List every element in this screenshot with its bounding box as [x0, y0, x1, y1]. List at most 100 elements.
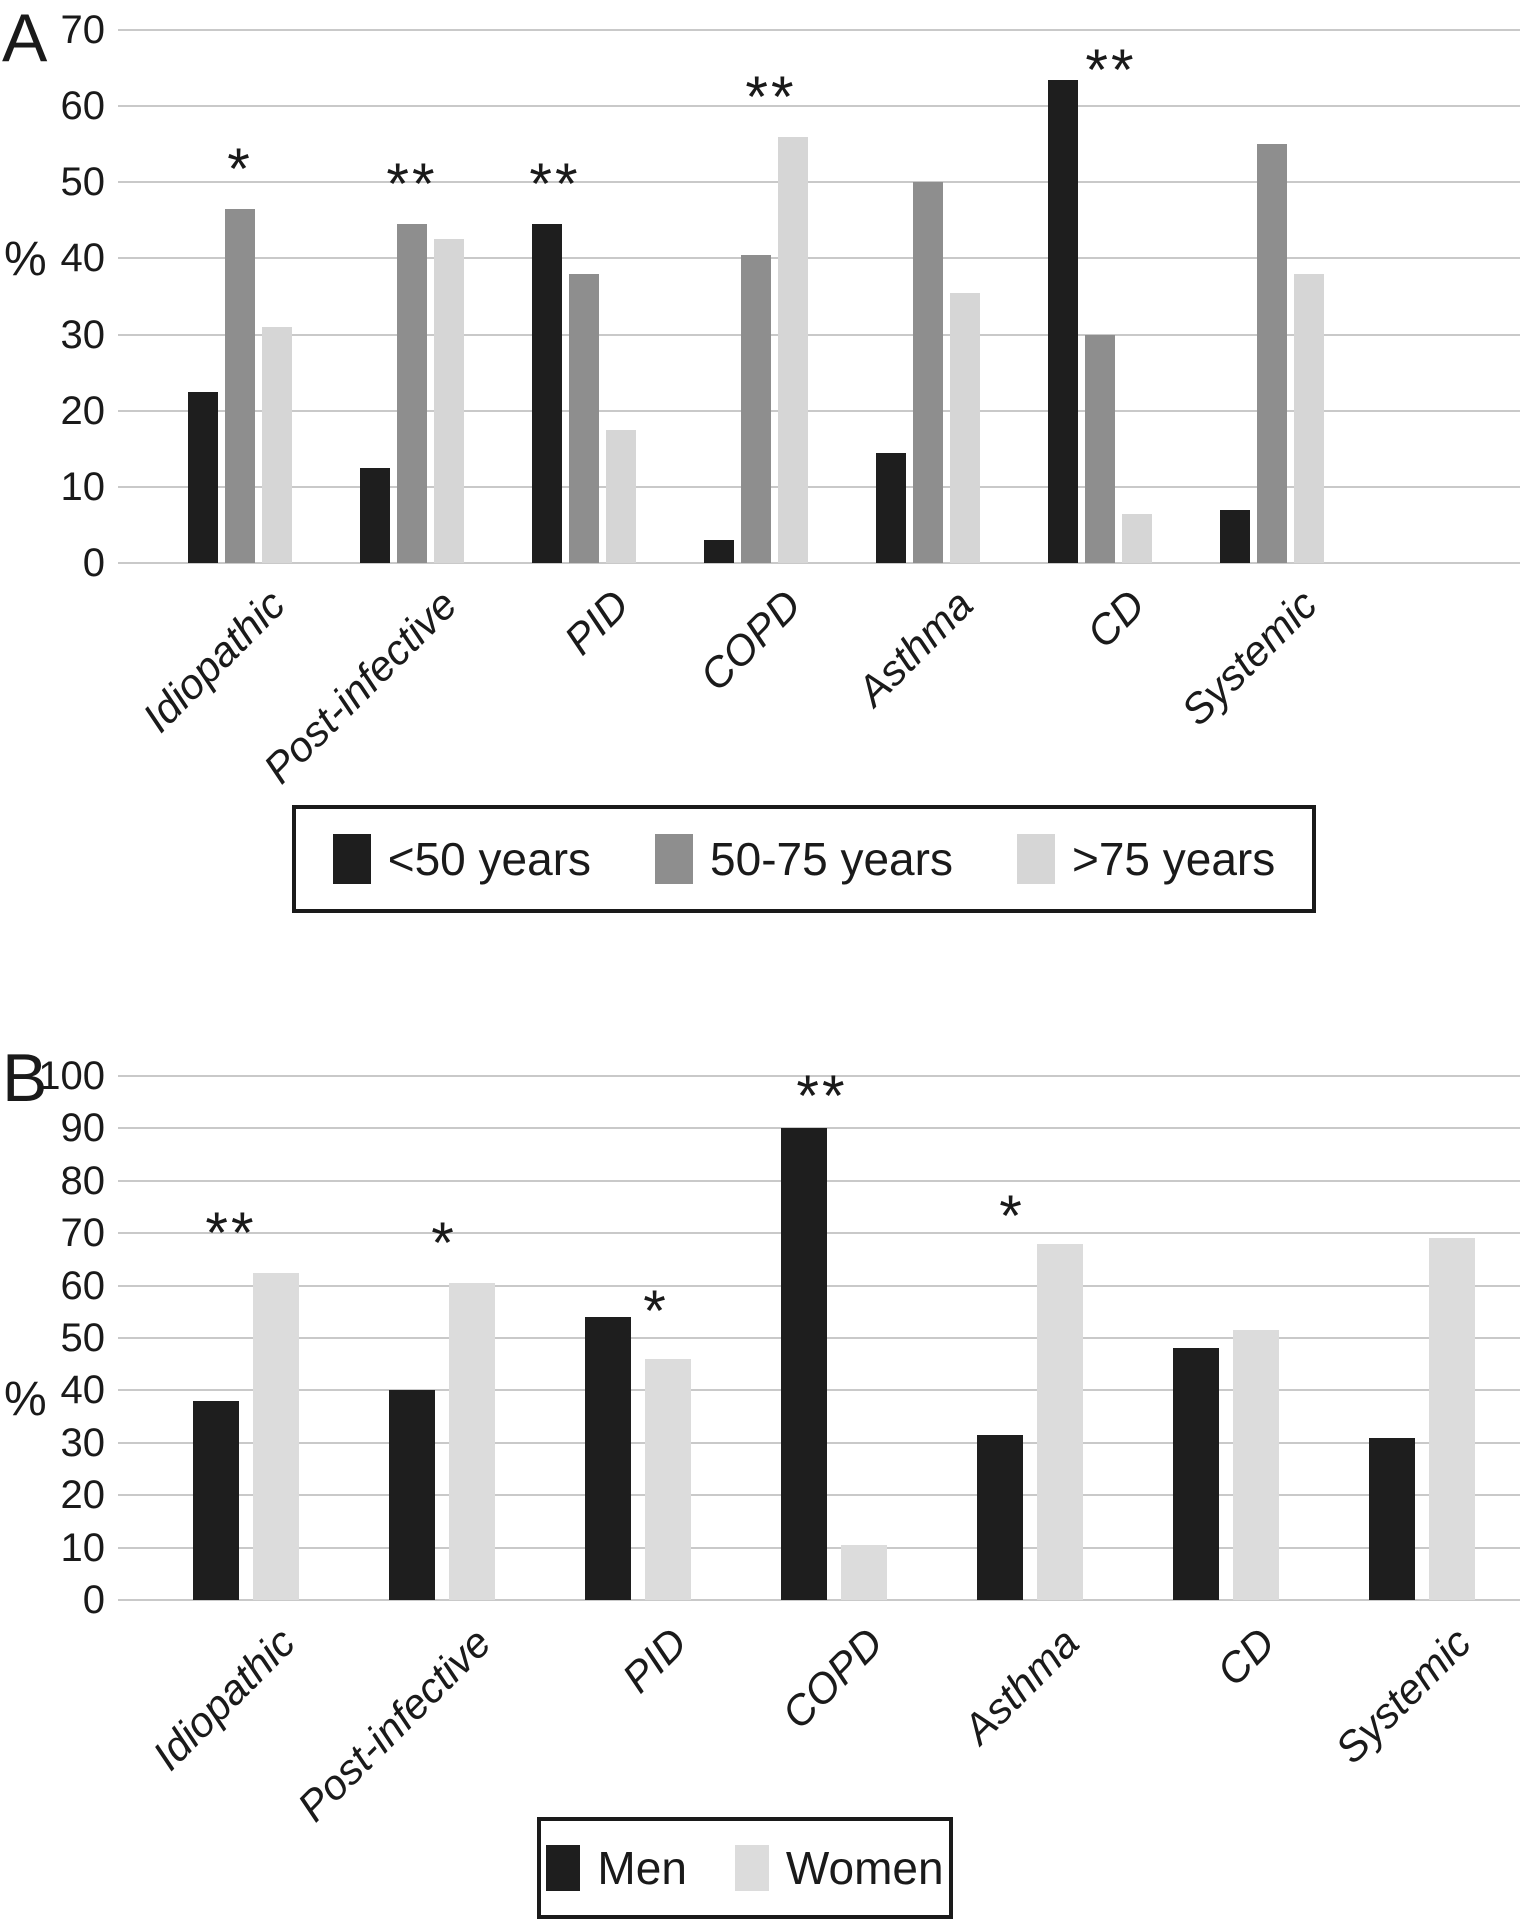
legend-swatch-50-75-years — [655, 834, 694, 884]
significance-marker-pid: * — [643, 1278, 669, 1344]
legend-swatch--75-years — [1016, 834, 1055, 884]
legend-item-men: Men — [546, 1842, 687, 1894]
bar-systemic--50-years — [1220, 509, 1250, 563]
y-tick-label: 70 — [60, 8, 106, 53]
gridline — [118, 181, 1520, 184]
panel-a-y-axis-title: % — [4, 233, 47, 286]
legend-label: >75 years — [1071, 833, 1276, 885]
x-category-label-asthma: Asthma — [847, 580, 982, 715]
x-category-label-cd: CD — [1077, 580, 1154, 657]
gridline — [118, 562, 1520, 564]
bar-systemic-50-75-years — [1257, 144, 1287, 563]
bar-post-infective-50-75-years — [397, 224, 427, 563]
bar-pid--50-years — [532, 224, 562, 563]
significance-marker-cd: ** — [1085, 37, 1137, 103]
x-category-label-pid: PID — [613, 1618, 696, 1702]
bar-post-infective-men — [389, 1390, 435, 1600]
y-tick-label: 70 — [60, 1211, 106, 1256]
legend-item--50-years: <50 years — [332, 833, 592, 885]
legend-item-50-75-years: 50-75 years — [655, 834, 953, 884]
legend-swatch-men — [546, 1845, 581, 1891]
x-category-label-asthma: Asthma — [953, 1618, 1088, 1753]
gridline — [118, 105, 1520, 108]
bar-idiopathic--50-years — [188, 391, 218, 563]
bar-pid--75-years — [606, 429, 636, 563]
y-tick-label: 10 — [60, 464, 106, 509]
y-tick-label: 100 — [38, 1054, 105, 1098]
significance-marker-asthma: * — [999, 1183, 1025, 1249]
panel-a-label: A — [2, 0, 48, 76]
x-category-label-copd: COPD — [772, 1618, 892, 1738]
x-category-label-post-infective: Post-infective — [288, 1618, 500, 1831]
gridline — [118, 257, 1520, 260]
bar-cd-women — [1233, 1330, 1279, 1600]
x-category-label-idiopathic: Idiopathic — [133, 580, 294, 741]
bar-asthma-men — [977, 1434, 1023, 1600]
y-tick-label: 20 — [60, 1473, 106, 1518]
x-category-label-pid: PID — [555, 580, 638, 664]
significance-marker-copd: ** — [745, 64, 797, 130]
legend-item--75-years: >75 years — [1016, 833, 1276, 885]
legend-label: 50-75 years — [710, 833, 953, 885]
panel-b-legend: Men Women — [537, 1817, 953, 1919]
significance-marker-idiopathic: * — [227, 136, 253, 202]
bar-asthma--50-years — [876, 452, 906, 563]
significance-marker-pid: ** — [529, 152, 581, 218]
x-category-label-copd: COPD — [690, 580, 810, 700]
x-category-label-idiopathic: Idiopathic — [143, 1618, 304, 1779]
legend-item-women: Women — [734, 1842, 944, 1894]
bar-cd-50-75-years — [1085, 334, 1115, 563]
gridline — [118, 29, 1520, 32]
bar-pid-women — [645, 1358, 691, 1600]
y-tick-label: 20 — [60, 388, 106, 433]
significance-marker-idiopathic: ** — [205, 1200, 257, 1266]
bar-asthma-50-75-years — [913, 182, 943, 563]
gridline — [118, 1599, 1520, 1601]
panel-a-legend: <50 years 50-75 years >75 years — [292, 805, 1316, 913]
y-tick-label: 40 — [60, 1368, 106, 1413]
bar-post-infective--75-years — [434, 239, 464, 563]
significance-marker-copd: ** — [796, 1064, 848, 1130]
bar-idiopathic-women — [253, 1272, 299, 1600]
bar-copd-women — [841, 1544, 887, 1600]
gridline — [118, 409, 1520, 412]
significance-marker-post-infective: * — [431, 1210, 457, 1276]
bar-pid-men — [585, 1317, 631, 1600]
bar-post-infective-women — [449, 1282, 495, 1600]
y-tick-label: 0 — [82, 541, 105, 585]
bar-copd--50-years — [704, 540, 734, 563]
x-category-label-systemic: Systemic — [1172, 580, 1326, 735]
legend-swatch--50-years — [332, 834, 371, 884]
bar-copd-men — [781, 1128, 827, 1600]
y-tick-label: 90 — [60, 1106, 106, 1151]
bar-asthma--75-years — [950, 292, 980, 563]
y-tick-label: 10 — [60, 1525, 106, 1570]
legend-label: <50 years — [387, 833, 592, 885]
y-tick-label: 40 — [60, 236, 106, 281]
legend-label: Women — [785, 1842, 944, 1894]
bar-copd-50-75-years — [741, 254, 771, 563]
bar-systemic-men — [1369, 1437, 1415, 1600]
bar-idiopathic--75-years — [262, 326, 292, 563]
panel-b-label: B — [2, 1040, 48, 1116]
y-tick-label: 50 — [60, 160, 106, 205]
legend-label: Men — [597, 1842, 687, 1894]
gridline — [118, 333, 1520, 336]
y-tick-label: 30 — [60, 312, 106, 357]
panel-b-y-axis-title: % — [4, 1373, 47, 1426]
y-tick-label: 60 — [60, 84, 106, 129]
x-category-label-systemic: Systemic — [1326, 1618, 1480, 1773]
significance-marker-post-infective: ** — [386, 152, 438, 218]
bar-systemic--75-years — [1294, 273, 1324, 563]
bar-cd--75-years — [1122, 513, 1152, 563]
bar-asthma-women — [1037, 1243, 1083, 1600]
bar-post-infective--50-years — [360, 467, 390, 563]
bar-systemic-women — [1429, 1238, 1475, 1600]
bar-copd--75-years — [778, 136, 808, 563]
legend-swatch-women — [734, 1845, 769, 1891]
bar-idiopathic-50-75-years — [225, 208, 255, 563]
bar-idiopathic-men — [193, 1400, 239, 1600]
bar-cd-men — [1173, 1348, 1219, 1600]
y-tick-label: 60 — [60, 1263, 106, 1308]
